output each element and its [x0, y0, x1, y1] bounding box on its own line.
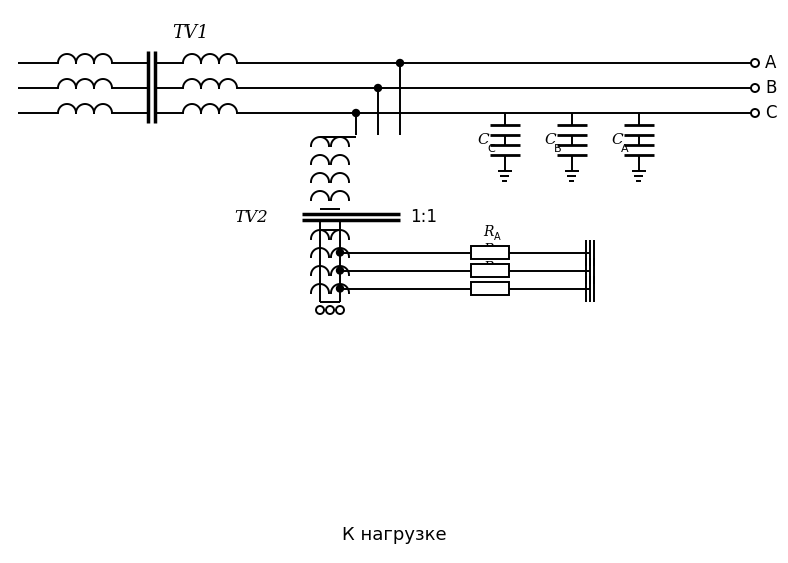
Bar [471, 282, 509, 295]
Circle shape [336, 306, 344, 314]
Circle shape [751, 59, 759, 67]
Text: TV2: TV2 [234, 208, 268, 226]
Bar [471, 264, 509, 277]
Text: В: В [554, 144, 562, 154]
Text: R: R [483, 261, 493, 275]
Text: A: A [765, 54, 776, 72]
Circle shape [751, 109, 759, 117]
Circle shape [316, 306, 324, 314]
Text: R: R [483, 226, 493, 239]
Text: C: C [478, 133, 489, 147]
Circle shape [751, 84, 759, 92]
Text: В: В [493, 251, 500, 261]
Circle shape [352, 109, 359, 117]
Text: А: А [621, 144, 629, 154]
Circle shape [336, 285, 344, 292]
Circle shape [326, 306, 334, 314]
Circle shape [336, 249, 344, 256]
Text: R: R [483, 244, 493, 257]
Text: C: C [545, 133, 556, 147]
Text: С: С [487, 144, 495, 154]
Text: TV1: TV1 [172, 24, 208, 42]
Text: К нагрузке: К нагрузке [342, 526, 446, 544]
Text: 1:1: 1:1 [410, 208, 437, 226]
Text: C: C [611, 133, 623, 147]
Circle shape [336, 267, 344, 274]
Text: C: C [765, 104, 776, 122]
Text: B: B [765, 79, 776, 97]
Circle shape [396, 60, 403, 66]
Circle shape [374, 84, 381, 92]
Text: А: А [494, 233, 500, 243]
Text: С: С [493, 269, 500, 279]
Bar [471, 246, 509, 259]
